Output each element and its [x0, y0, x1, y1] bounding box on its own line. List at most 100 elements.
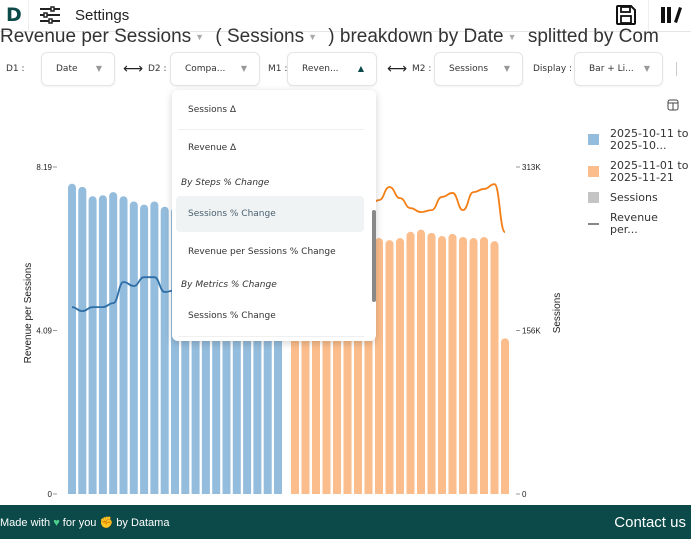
bar [490, 241, 499, 494]
y-tick-label: 0 [48, 490, 53, 499]
y2-axis-label: Sessions [552, 293, 563, 334]
bar [160, 206, 169, 494]
divider [28, 0, 29, 30]
bar [385, 240, 394, 494]
legend-swatch [588, 166, 599, 177]
divider [676, 62, 677, 76]
save-icon[interactable] [615, 4, 637, 26]
menu-item-sessions-change-metrics[interactable]: Sessions % Change [188, 311, 276, 321]
caret-down-icon[interactable]: ▼ [308, 31, 318, 42]
d2-select[interactable]: Compa... ▼ [170, 52, 260, 86]
made-with-text: Made with ♥ for you ✊ by Datama [0, 516, 169, 529]
m1-value: Reven... [302, 64, 339, 74]
for-you: for you [62, 517, 97, 529]
bar [417, 229, 425, 494]
bar [448, 233, 457, 495]
menu-group-metrics-change: By Metrics % Change [181, 280, 277, 290]
library-icon[interactable] [659, 5, 683, 25]
caret-up-icon: ▲ [357, 64, 364, 73]
swap-dimensions-button[interactable]: ⟷ [122, 61, 144, 77]
menu-item-sessions-change[interactable]: Sessions % Change [176, 196, 364, 232]
footer: Made with ♥ for you ✊ by Datama Contact … [0, 505, 691, 539]
bar [129, 201, 138, 494]
bar [98, 195, 107, 494]
table-icon[interactable] [667, 99, 679, 111]
caret-down-icon[interactable]: ▼ [195, 31, 205, 42]
bar [480, 236, 488, 494]
caret-down-icon[interactable]: ▼ [507, 31, 517, 42]
bar [406, 231, 415, 494]
menu-item-revenue-per-sessions-change[interactable]: Revenue per Sessions % Change [188, 247, 336, 257]
legend-item-period2[interactable]: 2025-11-01 to 2025-11-21 [588, 160, 690, 184]
by-datama[interactable]: by Datama [116, 517, 170, 529]
y-tick-label: 8.19 [36, 163, 52, 172]
m1-select[interactable]: Reven... ▲ [287, 52, 377, 86]
datama-logo[interactable]: D [6, 4, 22, 26]
d1-label: D1 : [6, 64, 25, 74]
caret-down-icon: ▼ [240, 64, 247, 73]
menu-item-sessions-delta[interactable]: Sessions Δ [188, 105, 237, 115]
bar [427, 232, 436, 495]
bar [469, 238, 478, 494]
bar [375, 238, 383, 494]
chart-title: Revenue per Sessions ▼ ( Sessions ▼ ) brea… [0, 26, 659, 48]
legend-item-period1[interactable]: 2025-10-11 to 2025-10... [588, 128, 690, 152]
m2-select[interactable]: Sessions ▼ [434, 52, 523, 86]
top-bar: D Settings [0, 0, 691, 32]
m2-label: M2 : [412, 64, 432, 74]
made-with: Made with [0, 517, 51, 529]
legend-label: Revenue per... [610, 211, 658, 236]
caret-down-icon: ▼ [503, 64, 510, 73]
legend-label: 2025-10-11 to 2025-10... [610, 127, 689, 152]
menu-item-revenue-delta[interactable]: Revenue Δ [188, 143, 237, 153]
legend-item-revenue[interactable]: Revenue per... [588, 212, 690, 236]
bar [438, 235, 446, 494]
y2-tick-label: 313K [522, 163, 541, 172]
d1-value: Date [56, 64, 78, 74]
y2-tick-label: 156K [522, 327, 541, 336]
split-text[interactable]: splitted by Com [527, 26, 659, 47]
metric2-selector[interactable]: Sessions [226, 26, 305, 47]
bar [140, 204, 149, 494]
bar [109, 192, 118, 494]
menu-group-steps-change: By Steps % Change [181, 178, 270, 188]
swap-metrics-button[interactable]: ⟷ [386, 61, 408, 77]
m1-label: M1 : [268, 64, 288, 74]
hand-icon: ✊ [99, 517, 114, 529]
bar [119, 196, 128, 495]
bar [78, 186, 87, 494]
bar [88, 196, 97, 495]
legend-line [588, 223, 599, 225]
caret-down-icon: ▼ [95, 64, 102, 73]
divider [648, 0, 649, 30]
m2-value: Sessions [449, 64, 489, 74]
bar [396, 238, 404, 494]
sliders-icon[interactable] [40, 6, 60, 24]
heart-icon: ♥ [53, 517, 60, 529]
chart-legend: 2025-10-11 to 2025-10... 2025-11-01 to 2… [588, 128, 690, 244]
display-value: Bar + Li... [589, 64, 634, 74]
paren: ( [215, 26, 222, 47]
legend-item-sessions[interactable]: Sessions [588, 192, 690, 204]
bar-line-chart: 0 4.09 8.19 0 156K 313K Revenue per Sessions Se… [23, 163, 563, 499]
contact-us-link[interactable]: Contact us [614, 514, 686, 531]
legend-swatch [588, 134, 599, 145]
display-label: Display : [533, 64, 573, 74]
divider [178, 336, 364, 337]
legend-swatch [588, 192, 599, 203]
legend-label: Sessions [610, 191, 658, 204]
divider [178, 129, 364, 130]
breakdown-selector[interactable]: ) breakdown by Date [328, 26, 504, 47]
bar [150, 201, 159, 494]
m1-dropdown-menu: Sessions Δ Revenue Δ By Steps % Change S… [172, 90, 376, 341]
display-select[interactable]: Bar + Li... ▼ [574, 52, 663, 86]
y-axis-label: Revenue per Sessions [23, 263, 34, 364]
metric-selector[interactable]: Revenue per Sessions [0, 26, 192, 47]
bar [68, 183, 76, 495]
settings-label[interactable]: Settings [75, 7, 130, 24]
bar [459, 236, 467, 494]
bar [501, 338, 509, 494]
dropdown-scrollbar[interactable] [372, 210, 376, 302]
caret-down-icon: ▼ [643, 64, 650, 73]
d1-select[interactable]: Date ▼ [41, 52, 115, 86]
